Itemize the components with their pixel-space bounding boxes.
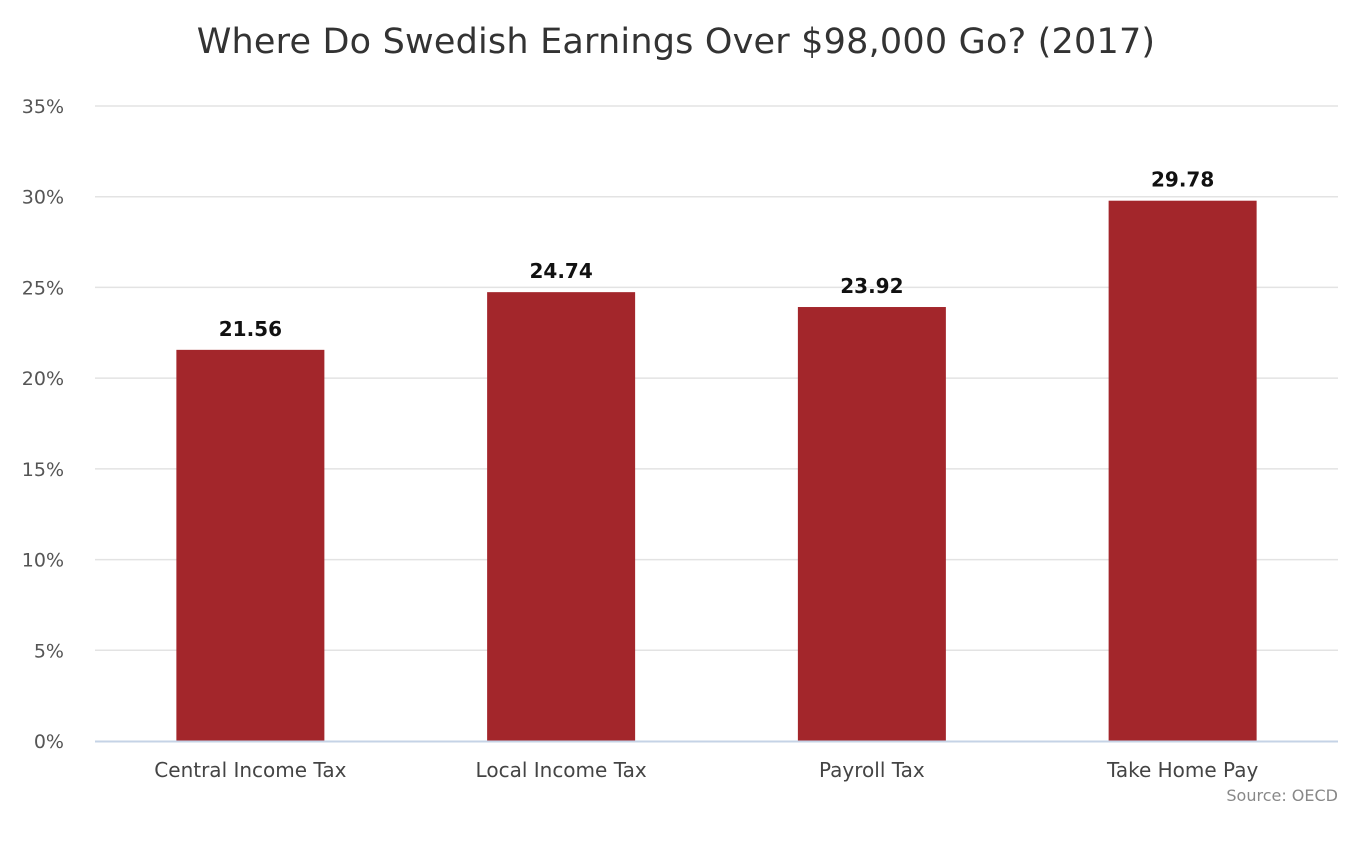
data-label: 21.56	[219, 317, 282, 341]
bar-central-income-tax	[176, 349, 325, 741]
y-tick-label: 5%	[34, 640, 64, 662]
x-axis-ticks: Central Income Tax Local Income Tax Payrol…	[154, 758, 1258, 782]
y-tick-label: 10%	[22, 550, 64, 572]
bars	[176, 200, 1257, 742]
x-tick-label: Payroll Tax	[819, 758, 925, 782]
bar-payroll-tax	[797, 307, 946, 741]
y-axis-ticks: 0% 5% 10% 15% 20% 25% 30% 35%	[22, 96, 64, 753]
y-tick-label: 0%	[34, 731, 64, 753]
data-label: 23.92	[840, 274, 903, 298]
y-tick-label: 15%	[22, 459, 64, 481]
x-tick-label: Local Income Tax	[476, 758, 647, 782]
bar-take-home-pay	[1108, 200, 1257, 742]
y-tick-label: 20%	[22, 368, 64, 390]
data-labels: 21.56 24.74 23.92 29.78	[219, 168, 1215, 341]
y-tick-label: 25%	[22, 277, 64, 299]
y-tick-label: 30%	[22, 187, 64, 209]
data-label: 29.78	[1151, 168, 1214, 192]
source-note: Source: OECD	[1226, 786, 1338, 805]
data-label: 24.74	[529, 259, 592, 283]
chart-title: Where Do Swedish Earnings Over $98,000 G…	[196, 22, 1156, 62]
bar-local-income-tax	[487, 292, 636, 741]
x-tick-label: Central Income Tax	[154, 758, 346, 782]
x-tick-label: Take Home Pay	[1106, 758, 1259, 782]
y-tick-label: 35%	[22, 96, 64, 118]
